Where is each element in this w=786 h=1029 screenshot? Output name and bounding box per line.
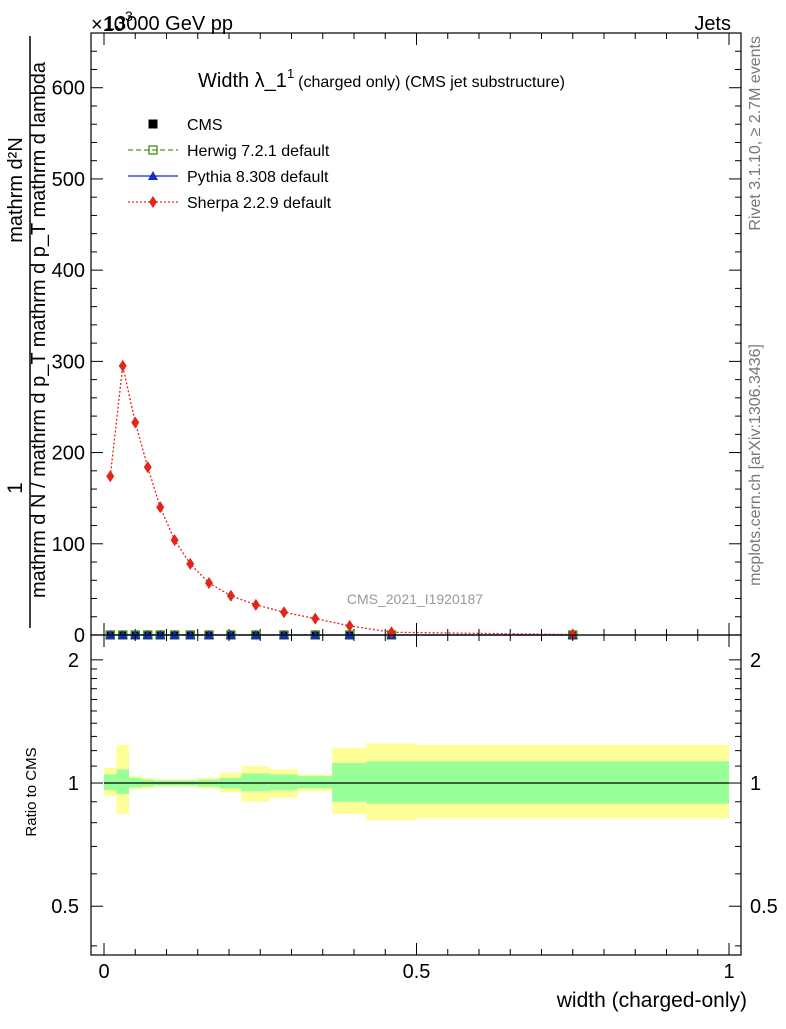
sherpa-point	[118, 359, 127, 372]
legend-label: CMS	[187, 117, 223, 134]
ratio-ytick-label-right: 0.5	[750, 896, 778, 918]
sherpa-point	[156, 501, 165, 514]
band-bin	[241, 773, 270, 792]
main-ytick-label: 500	[52, 169, 85, 191]
band-bin	[104, 774, 117, 791]
rivet-label: Rivet 3.1.10, ≥ 2.7M events	[747, 36, 764, 231]
ratio-ytick-label: 0.5	[51, 896, 79, 918]
series-line	[109, 365, 573, 636]
watermark: CMS_2021_I1920187	[347, 591, 483, 607]
ratio-xtick-label: 1	[723, 961, 734, 983]
cms-point	[148, 119, 158, 129]
legend-label: Sherpa 2.2.9 default	[187, 195, 332, 212]
legend: CMS Herwig 7.2.1 default Pythia 8.308 defa…	[128, 117, 332, 212]
main-ytick-label: 300	[52, 351, 85, 373]
main-ylabel: 1 mathrm d²N mathrm d N / mathrm d p_T m…	[4, 36, 50, 628]
ratio-ylabel: Ratio to CMS	[23, 747, 40, 836]
sherpa-point	[251, 598, 260, 611]
ratio-ytick-label-right: 1	[750, 773, 761, 795]
ratio-xtick-label: 0.5	[403, 961, 431, 983]
legend-label: Pythia 8.308 default	[187, 169, 329, 186]
sherpa-point	[280, 606, 288, 619]
band-bin	[297, 776, 333, 789]
main-ylabel-denominator: mathrm d N / mathrm d p_T mathrm d p_T m…	[28, 61, 50, 598]
herwig-point	[148, 145, 158, 155]
ratio-xtick-label: 0	[98, 961, 109, 983]
chart-title: Width λ_11(charged only) (CMS jet substr…	[198, 66, 565, 92]
legend-entry: CMS	[148, 117, 223, 134]
sherpa-point	[311, 612, 320, 625]
band-bin	[269, 774, 298, 791]
sherpa-point	[149, 196, 157, 208]
series-3	[106, 359, 577, 641]
sherpa-point	[205, 577, 213, 590]
sherpa-point	[143, 461, 152, 474]
ratio-ytick-label: 1	[68, 773, 79, 795]
band-bin	[332, 762, 367, 802]
legend-entry: Sherpa 2.2.9 default	[128, 195, 332, 212]
multiplier-label: ×103	[91, 8, 133, 36]
energy-label: 13000 GeV pp	[104, 13, 233, 35]
ratio-ytick-label-right: 2	[750, 650, 761, 672]
main-ytick-label: 100	[52, 534, 85, 556]
sherpa-point	[186, 557, 195, 570]
main-ylabel-top: mathrm d²N	[5, 137, 27, 243]
sherpa-point	[226, 589, 235, 602]
process-label: Jets	[694, 13, 731, 35]
ratio-ytick-label: 2	[68, 650, 79, 672]
main-ylabel-numerator: 1	[4, 482, 27, 494]
sherpa-point	[345, 619, 354, 632]
legend-label: Herwig 7.2.1 default	[187, 143, 330, 160]
band-bin	[116, 769, 129, 795]
ratio-axes: 0.5 0.5 1 1 2 2 0 0.5 1	[51, 634, 778, 983]
main-axes: 0 100 200 300 400 500 600	[52, 32, 742, 647]
legend-entry: Herwig 7.2.1 default	[128, 143, 330, 160]
main-series	[105, 359, 578, 641]
pythia-point	[148, 171, 158, 180]
ratio-bands	[104, 743, 729, 821]
xlabel: width (charged-only)	[556, 989, 747, 1012]
sherpa-point	[170, 534, 179, 547]
legend-entry: Pythia 8.308 default	[128, 169, 329, 186]
main-ytick-label: 400	[52, 260, 85, 282]
mcplots-label: mcplots.cern.ch [arXiv:1306.3436]	[747, 344, 764, 586]
main-ytick-label: 0	[74, 625, 85, 647]
sherpa-point	[106, 470, 115, 483]
sherpa-point	[131, 416, 140, 429]
main-ytick-label: 200	[52, 443, 85, 465]
main-ytick-label: 600	[52, 78, 85, 100]
